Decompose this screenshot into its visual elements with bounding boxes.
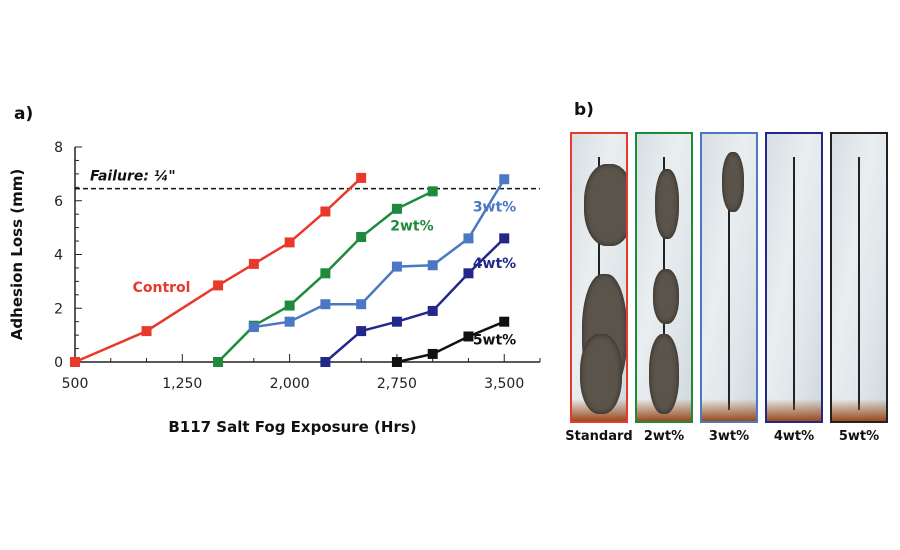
series-label: 3wt% bbox=[473, 200, 516, 216]
data-point-3wt% bbox=[284, 316, 295, 327]
corrosion-blister bbox=[580, 334, 622, 414]
x-axis-label: B117 Salt Fog Exposure (Hrs) bbox=[168, 418, 416, 436]
sample-label: 4wt% bbox=[773, 429, 815, 444]
series-label: 5wt% bbox=[473, 333, 516, 349]
sample-photo-5wtpct bbox=[830, 132, 888, 423]
adhesion-loss-chart: 0 2 4 6 8 500 1,250 2,000 2,750 3,500 B117 Salt Fo… bbox=[8, 140, 541, 436]
panel-a-label: a) bbox=[14, 104, 34, 124]
data-point-Control bbox=[141, 326, 152, 337]
corrosion-blister bbox=[584, 164, 626, 246]
y-tick-label: 6 bbox=[54, 194, 63, 210]
data-point-5wt% bbox=[499, 316, 510, 327]
data-point-2wt% bbox=[213, 357, 224, 367]
x-tick-label: 3,500 bbox=[484, 376, 524, 392]
corrosion-blister bbox=[722, 152, 744, 212]
scribe-line bbox=[728, 156, 730, 410]
sample-label: Standard bbox=[565, 429, 633, 444]
sample-label: 3wt% bbox=[708, 429, 750, 444]
data-point-3wt% bbox=[248, 322, 259, 333]
data-point-4wt% bbox=[320, 357, 331, 367]
data-point-4wt% bbox=[427, 305, 438, 316]
y-tick-label: 2 bbox=[54, 301, 63, 317]
sample-photo-2wtpct bbox=[635, 132, 693, 423]
rust-stain bbox=[767, 399, 821, 421]
data-point-3wt% bbox=[356, 299, 367, 310]
data-point-4wt% bbox=[463, 268, 474, 279]
data-point-4wt% bbox=[356, 326, 367, 337]
y-axis-label: Adhesion Loss (mm) bbox=[8, 169, 26, 340]
data-point-Control bbox=[248, 258, 259, 269]
data-point-3wt% bbox=[391, 261, 402, 272]
corrosion-blister bbox=[655, 169, 679, 239]
sample-photo-3wtpct bbox=[700, 132, 758, 423]
sample-label: 5wt% bbox=[838, 429, 880, 444]
failure-threshold-label: Failure: ¼" bbox=[90, 169, 176, 185]
data-point-2wt% bbox=[391, 203, 402, 214]
data-point-5wt% bbox=[463, 331, 474, 342]
y-tick-label: 4 bbox=[54, 248, 63, 264]
series-label: 4wt% bbox=[473, 256, 516, 272]
data-point-4wt% bbox=[499, 233, 510, 244]
data-point-3wt% bbox=[427, 260, 438, 271]
series-line-4wt% bbox=[324, 237, 506, 363]
sample-photo-4wtpct bbox=[765, 132, 823, 423]
data-point-2wt% bbox=[356, 232, 367, 243]
rust-stain bbox=[832, 399, 886, 421]
panel-b-label: b) bbox=[574, 100, 594, 120]
corrosion-blister bbox=[653, 269, 679, 324]
data-point-Control bbox=[356, 172, 367, 183]
data-point-3wt% bbox=[320, 299, 331, 310]
data-point-2wt% bbox=[427, 186, 438, 197]
data-point-Control bbox=[284, 237, 295, 248]
data-point-5wt% bbox=[391, 357, 402, 367]
y-tick-label: 8 bbox=[54, 140, 63, 156]
data-point-2wt% bbox=[284, 300, 295, 311]
series-line-Control bbox=[74, 176, 363, 364]
data-point-Control bbox=[320, 206, 331, 217]
data-point-3wt% bbox=[463, 233, 474, 244]
x-tick-label: 500 bbox=[62, 376, 89, 392]
x-tick-label: 2,750 bbox=[377, 376, 417, 392]
sample-photo-Standard bbox=[570, 132, 628, 423]
corrosion-blister bbox=[649, 334, 679, 414]
scribe-line bbox=[858, 156, 860, 410]
data-point-2wt% bbox=[320, 268, 331, 279]
data-point-Control bbox=[70, 357, 80, 367]
y-tick-label: 0 bbox=[54, 355, 63, 371]
data-point-Control bbox=[213, 280, 224, 291]
rust-stain bbox=[702, 399, 756, 421]
series-line-3wt% bbox=[253, 178, 506, 329]
series-label: 2wt% bbox=[390, 218, 433, 234]
scribe-line bbox=[793, 156, 795, 410]
x-tick-label: 2,000 bbox=[270, 376, 310, 392]
series-label: Control bbox=[133, 280, 191, 296]
data-point-3wt% bbox=[499, 174, 510, 185]
data-point-5wt% bbox=[427, 348, 438, 359]
series-line-5wt% bbox=[396, 320, 505, 364]
x-tick-label: 1,250 bbox=[162, 376, 202, 392]
sample-label: 2wt% bbox=[643, 429, 685, 444]
data-point-4wt% bbox=[391, 316, 402, 327]
